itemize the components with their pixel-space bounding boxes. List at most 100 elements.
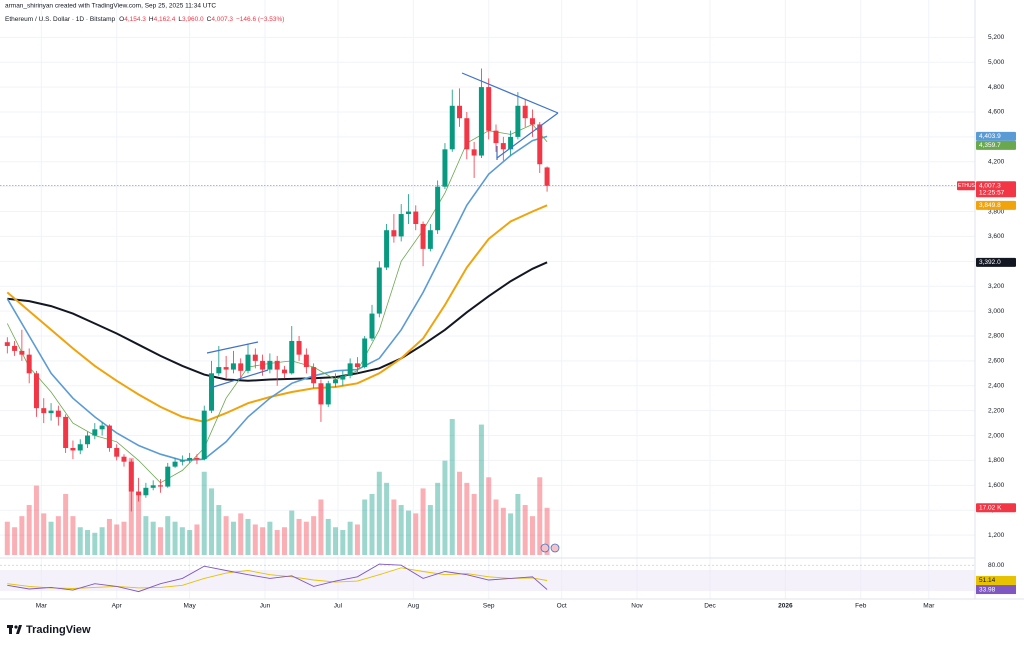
author-line: arman_shirinyan created with TradingView… xyxy=(5,3,216,10)
volume-bar xyxy=(209,488,215,555)
y-tick-label: 3,200 xyxy=(988,283,1005,290)
volume-bar xyxy=(230,521,236,555)
candle-body xyxy=(384,230,390,268)
y-tick-label: 3,600 xyxy=(988,233,1005,240)
y-tick-label: 4,800 xyxy=(988,84,1005,91)
volume-bar xyxy=(33,485,39,555)
last-price-tag xyxy=(976,181,1016,198)
trendline xyxy=(209,369,269,389)
volume-bar xyxy=(544,507,550,555)
candle-body xyxy=(457,105,463,119)
candle-body xyxy=(12,345,18,351)
candle-body xyxy=(340,375,346,380)
rsi-tag xyxy=(976,585,1016,595)
candle-body xyxy=(311,367,317,384)
volume-bar xyxy=(318,499,324,555)
candle-body xyxy=(92,429,98,436)
candle-body xyxy=(201,410,207,460)
x-tick-label: Nov xyxy=(631,603,643,610)
y-tick-label: 5,200 xyxy=(988,34,1005,41)
y-tick-label: 3,000 xyxy=(988,308,1005,315)
volume-bar xyxy=(260,527,266,555)
x-tick-label: Sep xyxy=(483,603,495,610)
candle-body xyxy=(435,186,441,231)
pattern-drawings xyxy=(206,72,559,389)
volume-bar xyxy=(274,530,280,555)
volume-bar xyxy=(486,477,492,555)
volume-bar xyxy=(238,513,244,555)
price-tag-label: 4,403.9 xyxy=(979,133,1001,140)
legend-item: 4,154.3 xyxy=(124,16,146,23)
x-tick-label: Mar xyxy=(36,603,48,610)
legend-item: 3,960.0 xyxy=(182,16,204,23)
last-price-label: 4,007.3 xyxy=(979,182,1001,189)
trendline xyxy=(496,112,559,159)
volume-bar xyxy=(325,518,331,555)
legend-item: Ethereum / U.S. Dollar · 1D · Bitstamp xyxy=(5,16,116,23)
event-icon[interactable] xyxy=(550,543,560,553)
volume-bar xyxy=(347,521,353,555)
event-icon[interactable] xyxy=(540,543,550,553)
volume-bar xyxy=(55,516,61,555)
volume-bar xyxy=(157,527,163,555)
moving-average xyxy=(6,123,548,484)
y-tick-label: 2,000 xyxy=(988,432,1005,439)
candle-body xyxy=(274,360,280,370)
volume-bar xyxy=(369,493,375,555)
volume-bar xyxy=(493,499,499,555)
candle-body xyxy=(420,223,426,249)
candle-body xyxy=(522,105,528,119)
volume-bar xyxy=(449,419,455,555)
volume-bar xyxy=(223,516,229,555)
candle-body xyxy=(209,373,215,411)
candle-body xyxy=(281,369,287,374)
candle-body xyxy=(398,214,404,237)
candle-body xyxy=(318,383,324,405)
volume-bar xyxy=(281,527,287,555)
candle-body xyxy=(33,373,39,409)
candle-body xyxy=(194,457,200,460)
x-tick-label: Apr xyxy=(112,603,123,610)
candle-body xyxy=(77,444,83,451)
trendline xyxy=(461,72,559,114)
candle-body xyxy=(106,425,112,448)
price-tag xyxy=(976,257,1016,267)
candle-body xyxy=(369,313,375,339)
volume-bar xyxy=(311,516,317,555)
candle-body xyxy=(114,447,120,457)
candle-body xyxy=(405,211,411,215)
candle-body xyxy=(347,363,353,376)
volume-bar xyxy=(500,507,506,555)
volume-bar xyxy=(398,505,404,555)
candle-body xyxy=(252,354,258,361)
volume-bar xyxy=(537,477,543,555)
volume-bar xyxy=(376,471,382,555)
volume-bar xyxy=(85,530,91,555)
volume-bar xyxy=(427,505,433,555)
candle-body xyxy=(493,130,499,144)
y-tick-label: 4,600 xyxy=(988,109,1005,116)
moving-average xyxy=(6,135,548,462)
symbol-legend: Ethereum / U.S. Dollar · 1D · Bitstamp O4… xyxy=(5,16,284,23)
candle-body xyxy=(187,457,193,461)
volume-bar xyxy=(405,510,411,555)
volume-bar xyxy=(201,471,207,555)
volume-bar xyxy=(26,505,32,555)
candle-body xyxy=(136,491,142,496)
y-tick-label: 2,800 xyxy=(988,333,1005,340)
logo-part xyxy=(16,625,22,634)
volume-bar xyxy=(92,532,98,555)
volume-bar xyxy=(48,521,54,555)
candle-body xyxy=(449,105,455,150)
candle-body xyxy=(471,149,477,156)
candle-body xyxy=(544,167,550,186)
candle-body xyxy=(172,461,178,467)
rsi-ma-tag-label: 51.14 xyxy=(979,577,996,584)
candle-body xyxy=(296,340,302,355)
moving-average xyxy=(6,204,548,423)
candle-body xyxy=(48,410,54,414)
volume-bar xyxy=(187,530,193,555)
x-tick-label: 2026 xyxy=(778,603,793,610)
candle-body xyxy=(427,230,433,249)
candle-body xyxy=(515,105,521,137)
